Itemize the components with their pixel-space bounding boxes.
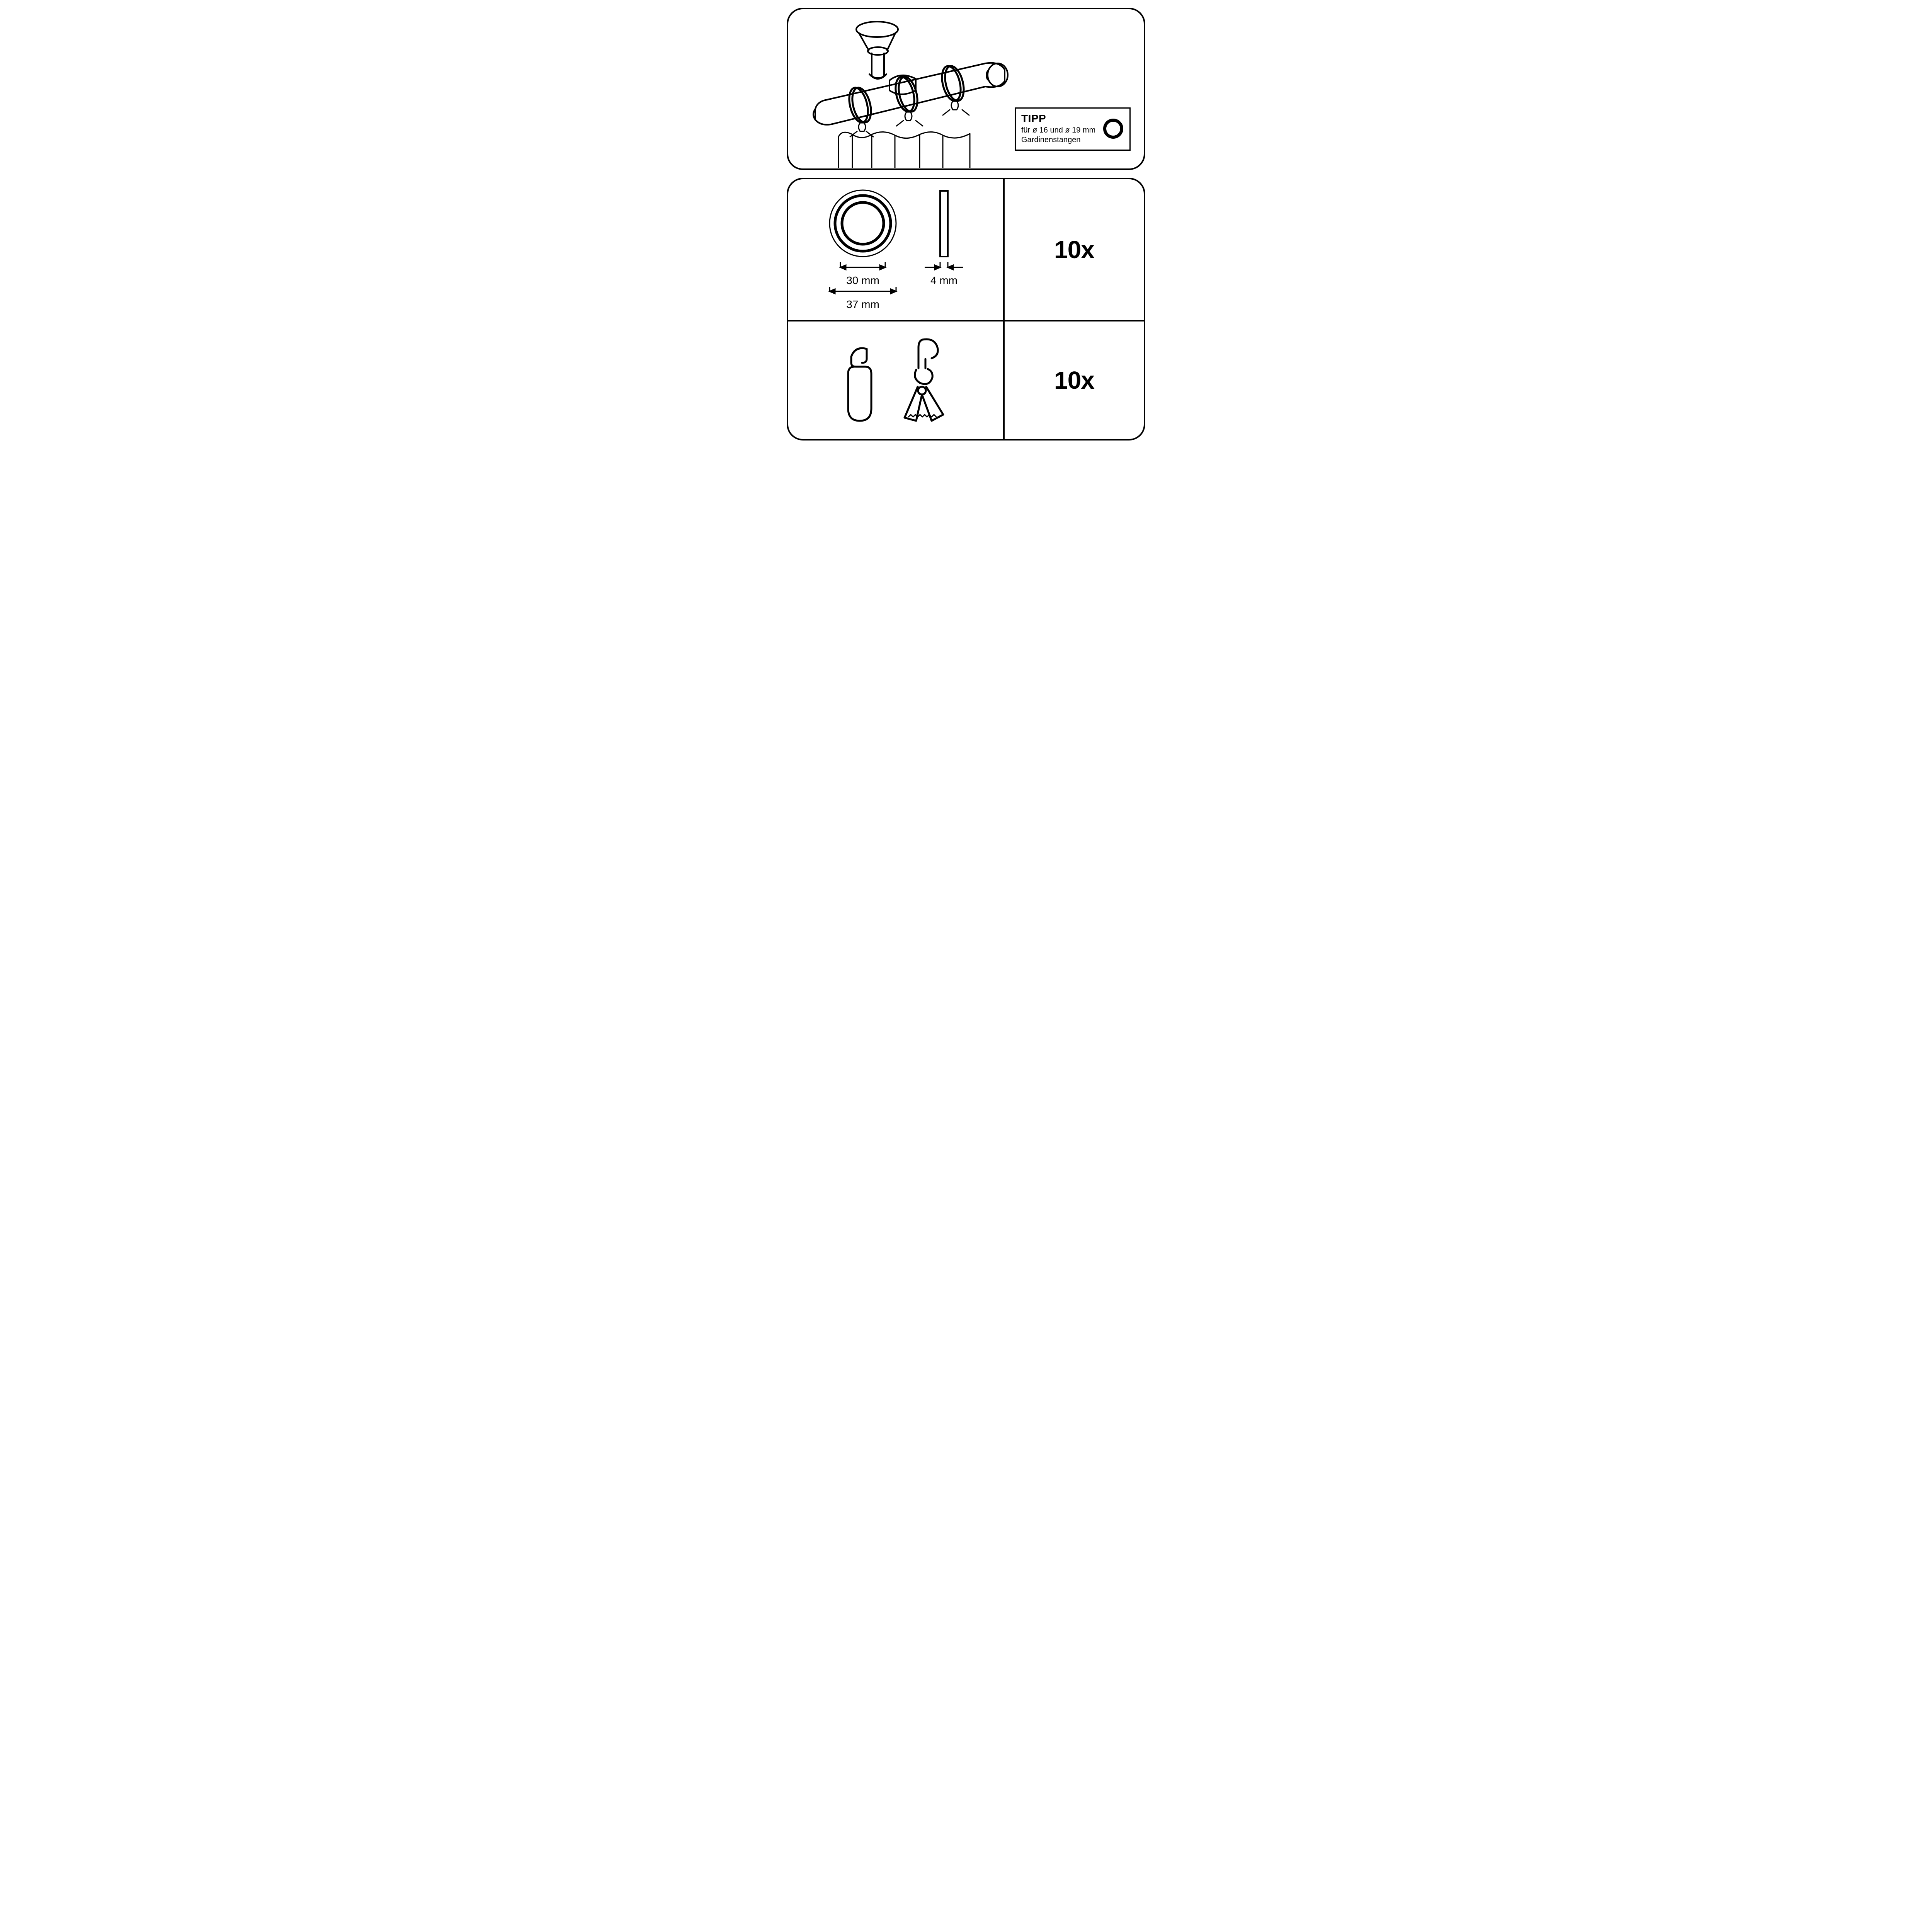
clip-hook-icon [898,336,952,425]
table-row: 30 mm 37 mm [788,179,1144,320]
table-row: 10x [788,320,1144,439]
curtain-rod-illustration [804,13,1036,168]
ring-quantity-cell: 10x [1005,179,1144,320]
ring-quantity: 10x [1054,235,1094,264]
tipp-ring-icon [1102,118,1124,139]
hooks-cell [788,321,1005,439]
hooks-quantity: 10x [1054,366,1094,395]
tipp-callout: TIPP für ø 16 und ø 19 mm Gardinenstange… [1015,107,1131,151]
ring-front-diagram: 30 mm 37 mm [824,189,901,311]
parts-table: 30 mm 37 mm [787,178,1145,440]
dim-arrow-outer [824,287,901,298]
dim-arrow-inner [824,262,901,274]
slide-hook-icon [840,344,882,425]
ring-side-diagram: 4 mm [921,189,967,287]
tipp-title: TIPP [1021,112,1097,125]
dim-arrow-thickness [921,262,967,274]
tipp-line-2: Gardinenstangen [1021,135,1097,145]
thickness-label: 4 mm [921,274,967,287]
usage-illustration-panel: TIPP für ø 16 und ø 19 mm Gardinenstange… [787,8,1145,170]
tipp-line-1: für ø 16 und ø 19 mm [1021,126,1097,135]
outer-diameter-label: 37 mm [824,298,901,311]
inner-diameter-label: 30 mm [824,274,901,287]
hooks-quantity-cell: 10x [1005,321,1144,439]
ring-dimensions-cell: 30 mm 37 mm [788,179,1005,320]
